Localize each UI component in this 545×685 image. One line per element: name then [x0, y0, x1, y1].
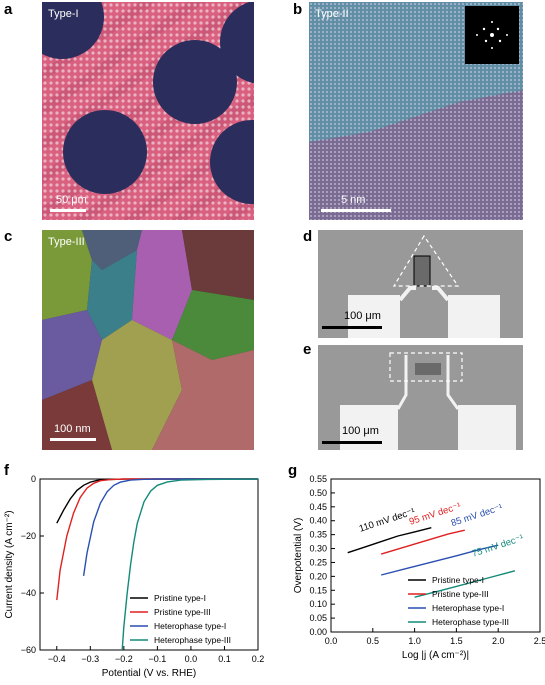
panel-c-scale-text: 100 nm — [54, 423, 91, 435]
chart-f: −0.4 −0.3 −0.2 −0.1 0.0 0.1 0.2 0 −20 −40 −60 Poten… — [4, 474, 265, 679]
panel-a-image: Type-I 50 μm — [42, 2, 254, 220]
panel-b-image: Type-II 5 nm — [309, 2, 523, 220]
slope-annotation: 75 mV dec⁻¹ — [471, 533, 525, 560]
series-line — [82, 478, 258, 577]
y-tick-label: 0.25 — [309, 557, 327, 567]
y-tick-label: 0.45 — [309, 502, 327, 512]
legend-label: Pristine type-I — [432, 575, 484, 585]
panel-a-scale-bar — [50, 209, 86, 212]
x-tick-label: 0.1 — [218, 654, 231, 664]
device-e-micrograph — [318, 345, 523, 450]
panel-d-image: 100 μm — [318, 230, 523, 338]
plot-frame — [330, 478, 541, 633]
type-iii-ebsd — [42, 230, 254, 450]
y-tick-label: 0.40 — [309, 516, 327, 526]
series-line — [381, 544, 499, 576]
legend-label: Heterophase type-III — [154, 635, 231, 645]
legend-label: Pristine type-I — [154, 593, 206, 603]
y-tick-label: 0.55 — [309, 474, 327, 484]
panel-a-scale-text: 50 μm — [56, 194, 87, 206]
x-tick-label: 2.0 — [492, 636, 505, 646]
y-tick-label: 0.50 — [309, 488, 327, 498]
type-i-micrograph — [42, 2, 254, 220]
x-tick-label: 1.5 — [450, 636, 463, 646]
legend-label: Heterophase type-III — [432, 617, 509, 627]
legend-label: Pristine type-III — [432, 589, 489, 599]
y-tick-label: 0.10 — [309, 599, 327, 609]
x-tick-label: 0.5 — [367, 636, 380, 646]
panel-d-scale-bar — [322, 326, 382, 329]
y-tick-label: 0.20 — [309, 571, 327, 581]
y-tick-label: −20 — [21, 531, 36, 541]
x-tick-label: 0.2 — [252, 654, 265, 664]
series-line — [56, 478, 258, 601]
panel-a-letter: a — [4, 1, 13, 18]
x-tick-label: 2.5 — [534, 636, 545, 646]
y-tick-label: 0 — [31, 474, 36, 484]
panel-b-letter: b — [293, 1, 303, 18]
y-tick-label: 0.30 — [309, 544, 327, 554]
x-axis-label: Potential (V vs. RHE) — [102, 668, 196, 679]
y-tick-label: 0.15 — [309, 585, 327, 595]
panel-b-scale-text: 5 nm — [341, 194, 366, 206]
x-tick-label: −0.4 — [48, 654, 66, 664]
panel-c-scale-bar — [50, 438, 96, 441]
panel-b-scale-bar — [321, 209, 391, 212]
y-tick-label: 0.00 — [309, 627, 327, 637]
series-line — [380, 529, 465, 555]
y-tick-label: −40 — [21, 588, 36, 598]
type-ii-tem — [309, 2, 523, 220]
panel-f-letter: f — [4, 462, 9, 479]
panel-e-scale-bar — [322, 441, 382, 444]
slope-annotation: 110 mV dec⁻¹ — [358, 506, 417, 534]
panel-d-scale-text: 100 μm — [344, 310, 381, 322]
series-line — [121, 478, 259, 651]
panel-g-letter: g — [288, 462, 298, 479]
x-tick-label: 0.0 — [325, 636, 338, 646]
y-tick-label: 0.35 — [309, 530, 327, 540]
panel-b-label: Type-II — [315, 8, 349, 20]
y-tick-label: −60 — [21, 645, 36, 655]
x-tick-label: −0.1 — [148, 654, 166, 664]
y-axis-label: Overpotential (V) — [293, 518, 304, 594]
chart-g: 0.0 0.5 1.0 1.5 2.0 2.5 0.00 0.05 0.10 0.15 0.20 0.… — [293, 474, 545, 661]
x-tick-label: 1.0 — [408, 636, 421, 646]
y-tick-label: 0.05 — [309, 613, 327, 623]
panel-c-label: Type-III — [48, 236, 85, 248]
device-d-micrograph — [318, 230, 523, 338]
panel-e-scale-text: 100 μm — [342, 425, 379, 437]
x-tick-label: 0.0 — [185, 654, 198, 664]
panel-a-label: Type-I — [48, 8, 79, 20]
panel-e-image: 100 μm — [318, 345, 523, 450]
y-axis-label: Current density (A cm⁻²) — [4, 510, 15, 618]
panel-e-letter: e — [303, 341, 312, 358]
x-axis-label: Log |j (A cm⁻²)| — [402, 650, 469, 661]
panel-c-letter: c — [4, 228, 13, 245]
legend-label: Pristine type-III — [154, 607, 211, 617]
x-tick-label: −0.3 — [81, 654, 99, 664]
legend-label: Heterophase type-I — [154, 621, 226, 631]
x-tick-label: −0.2 — [115, 654, 133, 664]
series-line — [347, 527, 432, 554]
legend-label: Heterophase type-I — [432, 603, 504, 613]
panel-d-letter: d — [303, 228, 313, 245]
panel-c-image: Type-III 100 nm — [42, 230, 254, 450]
series-line — [414, 570, 516, 598]
